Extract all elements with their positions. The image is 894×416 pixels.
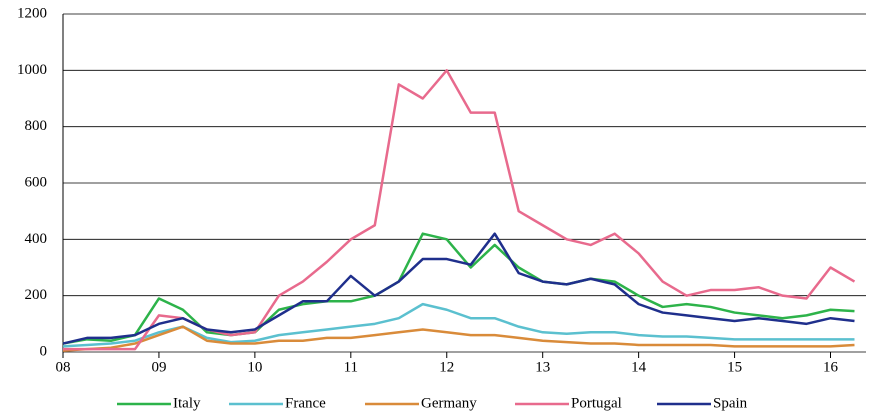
x-tick-label: 14 [631,359,647,375]
y-tick-label: 0 [40,343,48,359]
y-tick-label: 400 [25,231,48,247]
legend-label: France [285,395,326,411]
x-tick-label: 12 [439,359,454,375]
x-tick-label: 16 [823,359,839,375]
legend-label: Germany [421,395,477,411]
x-tick-label: 11 [344,359,358,375]
y-tick-label: 600 [25,174,48,190]
x-tick-label: 09 [151,359,166,375]
y-tick-label: 200 [25,287,48,303]
legend-label: Italy [173,395,201,411]
x-tick-label: 08 [56,359,71,375]
series-line [62,232,855,345]
x-tick-label: 13 [535,359,550,375]
series-line [63,69,856,351]
y-tick-label: 800 [25,118,48,134]
x-tick-label: 10 [247,359,262,375]
legend-label: Spain [713,395,748,411]
x-tick-label: 15 [727,359,742,375]
series-line [62,232,855,345]
y-tick-label: 1200 [17,5,47,21]
series-line [62,325,855,352]
y-tick-label: 1000 [17,62,47,78]
legend-label: Portugal [571,395,622,411]
